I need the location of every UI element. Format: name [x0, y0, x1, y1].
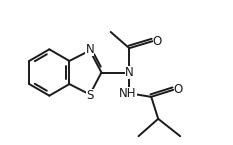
Text: O: O — [174, 83, 183, 96]
Text: S: S — [86, 89, 94, 102]
Text: O: O — [153, 35, 162, 48]
Text: NH: NH — [119, 87, 137, 100]
Text: N: N — [86, 43, 94, 56]
Text: N: N — [125, 66, 134, 79]
